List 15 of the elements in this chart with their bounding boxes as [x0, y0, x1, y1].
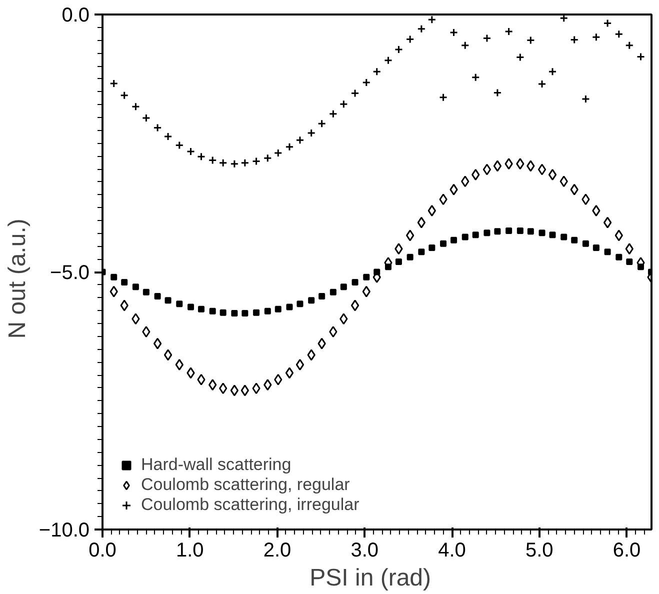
y-tick-label: 0.0: [62, 4, 90, 26]
x-tick-label: 5.0: [525, 540, 554, 562]
x-tick-label: 1.0: [176, 540, 204, 562]
legend-label: Coulomb scattering, irregular: [141, 495, 360, 515]
x-tick-label: 0.0: [88, 540, 116, 562]
x-tick-label: 6.0: [612, 540, 641, 562]
legend-label: Coulomb scattering, regular: [141, 475, 350, 495]
y-tick-label: −10.0: [38, 520, 90, 542]
x-tick-label: 3.0: [350, 540, 379, 562]
legend-label: Hard-wall scattering: [141, 455, 292, 475]
y-axis-title: N out (a.u.): [4, 218, 31, 339]
y-tick-label: −5.0: [50, 262, 90, 284]
x-tick-label: 4.0: [438, 540, 466, 562]
x-tick-label: 2.0: [263, 540, 292, 562]
x-axis-title: PSI in (rad): [310, 564, 432, 592]
